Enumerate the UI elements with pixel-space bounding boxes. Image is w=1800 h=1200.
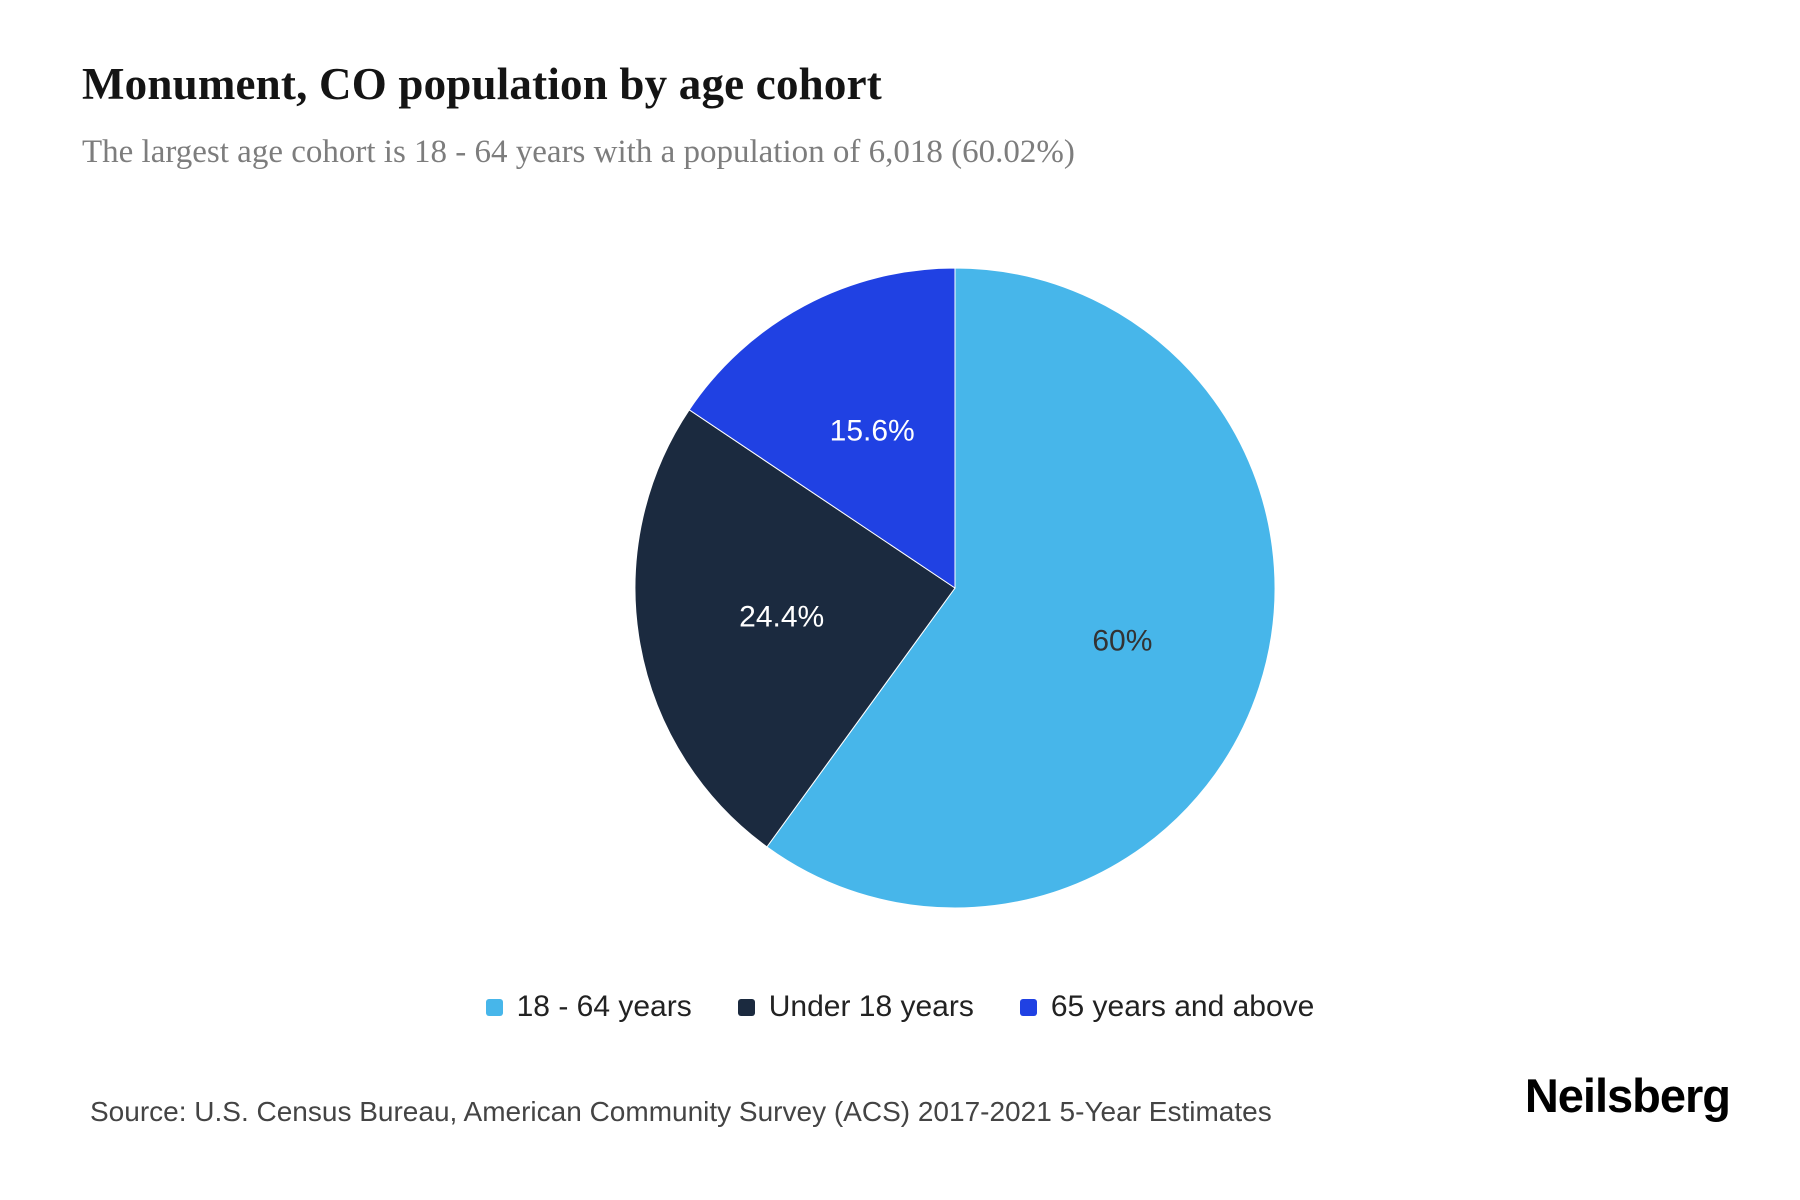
slice-label-2: 15.6% (830, 415, 915, 448)
chart-title: Monument, CO population by age cohort (82, 59, 882, 109)
brand-logo: Neilsberg (1524, 1069, 1731, 1122)
legend-swatch-icon (1019, 998, 1037, 1016)
legend-swatch-icon (737, 998, 755, 1016)
slice-label-0: 60% (1092, 624, 1152, 657)
legend-label: 18 - 64 years (516, 990, 692, 1023)
legend-swatch-icon (485, 998, 503, 1016)
chart-legend: 18 - 64 years Under 18 years 65 years and … (0, 990, 1800, 1024)
legend-label: 65 years and above (1050, 990, 1315, 1023)
legend-item-0[interactable]: 18 - 64 years (485, 990, 692, 1024)
legend-label: Under 18 years (768, 990, 974, 1023)
slice-label-1: 24.4% (739, 601, 824, 634)
pie-slice-1[interactable] (634, 409, 956, 848)
source-note: Source: U.S. Census Bureau, American Com… (90, 1096, 1272, 1127)
pie-slice-0[interactable] (766, 267, 1276, 909)
legend-item-2[interactable]: 65 years and above (1019, 990, 1315, 1024)
pie-chart: 60% 24.4% 15.6% (625, 258, 1285, 918)
chart-subtitle: The largest age cohort is 18 - 64 years … (82, 134, 1075, 170)
pie-slice-2[interactable] (688, 267, 956, 589)
legend-item-1[interactable]: Under 18 years (737, 990, 974, 1024)
pie-chart-svg: 60% 24.4% 15.6% (634, 267, 1276, 909)
